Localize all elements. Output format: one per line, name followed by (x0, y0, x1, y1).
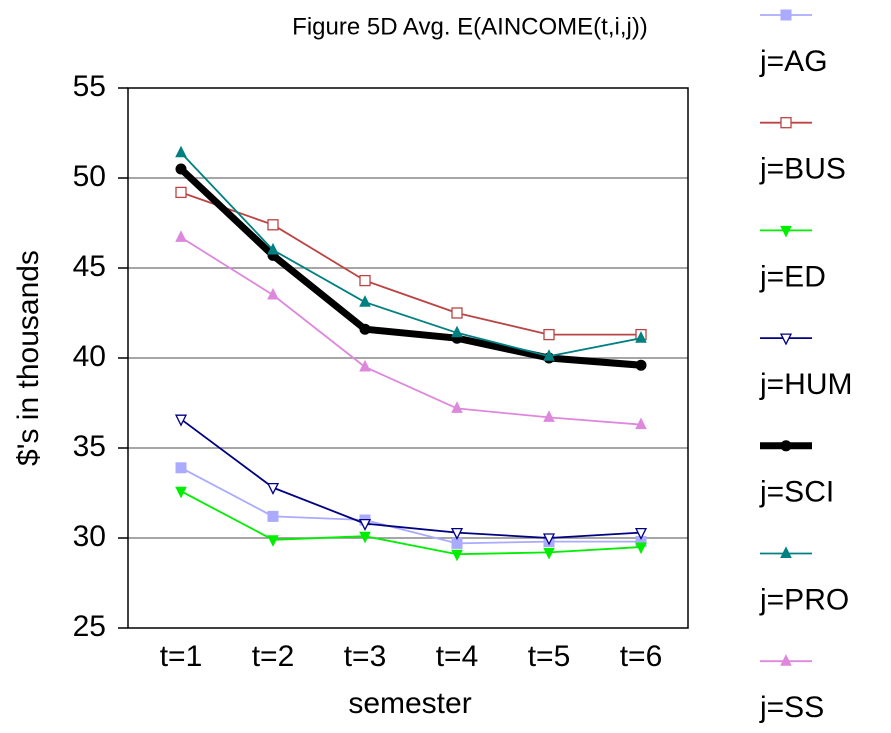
legend-label: j=SCI (759, 476, 834, 509)
marker (267, 287, 279, 300)
series-line (180, 191, 641, 336)
marker (779, 333, 793, 346)
series-line (180, 467, 641, 545)
legend-label: j=SS (759, 691, 824, 724)
series-line (180, 418, 642, 539)
marker (175, 486, 187, 499)
marker (175, 230, 187, 242)
marker (542, 533, 556, 546)
marker (175, 186, 187, 199)
marker (635, 359, 647, 371)
marker (780, 117, 792, 129)
marker (267, 535, 279, 547)
marker (175, 462, 187, 474)
legend-label: j=ED (759, 260, 826, 293)
marker (543, 328, 555, 341)
x-axis-label: semester (348, 687, 471, 720)
marker (543, 349, 555, 361)
x-tick-label: t=4 (436, 640, 479, 673)
marker (635, 417, 647, 430)
legend-label: j=AG (759, 45, 828, 78)
legend-label: j=PRO (759, 583, 849, 616)
chart-title: Figure 5D Avg. E(AINCOME(t,i,j)) (292, 13, 648, 40)
series-line (180, 152, 642, 358)
x-tick-label: t=2 (252, 640, 295, 673)
x-tick-label: t=5 (528, 640, 571, 673)
y-tick-label: 40 (73, 340, 106, 373)
marker (451, 549, 463, 562)
marker (780, 440, 792, 452)
marker (267, 242, 279, 255)
series-line (180, 490, 642, 556)
marker (358, 518, 372, 532)
marker (451, 401, 463, 413)
marker (451, 307, 463, 319)
legend-label: j=BUS (759, 153, 846, 186)
plot-frame (127, 87, 689, 629)
x-tick-label: t=3 (344, 640, 387, 673)
marker (359, 323, 371, 335)
marker (451, 325, 463, 338)
marker (174, 414, 188, 427)
marker (267, 510, 279, 522)
x-tick-label: t=6 (620, 640, 663, 673)
marker (175, 163, 187, 175)
marker (634, 527, 648, 541)
marker (266, 482, 280, 496)
marker (359, 295, 371, 307)
marker (780, 654, 792, 666)
series-line (178, 166, 642, 369)
marker (359, 274, 371, 287)
series-line (180, 236, 642, 426)
marker (780, 546, 792, 558)
y-tick-label: 55 (73, 70, 106, 103)
marker (175, 145, 187, 158)
marker (780, 225, 792, 238)
marker (359, 359, 371, 372)
marker (450, 527, 464, 541)
marker (543, 547, 555, 560)
y-tick-label: 50 (73, 160, 106, 193)
marker (267, 219, 279, 231)
marker (635, 542, 647, 555)
marker (543, 410, 555, 422)
y-tick-label: 35 (73, 430, 106, 463)
y-tick-label: 25 (73, 610, 106, 643)
y-tick-label: 30 (73, 520, 106, 553)
y-tick-label: 45 (73, 250, 106, 283)
marker (635, 331, 647, 343)
legend-label: j=HUM (759, 368, 853, 401)
marker (780, 9, 792, 21)
y-axis-label: $'s in thousands (12, 250, 45, 466)
x-tick-label: t=1 (160, 640, 203, 673)
marker (359, 531, 371, 544)
